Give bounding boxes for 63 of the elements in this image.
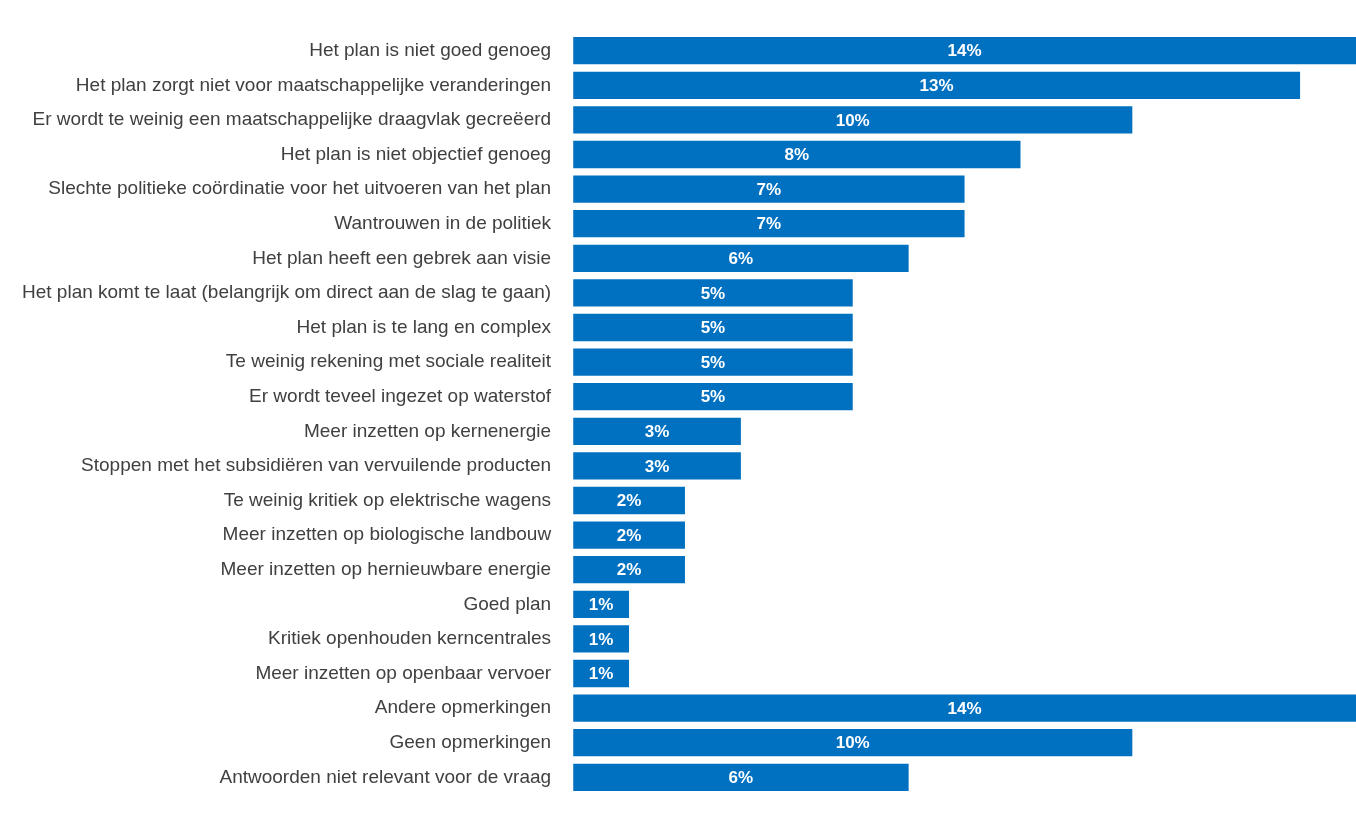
y-tick-label: Meer inzetten op kernenergie [303, 419, 552, 441]
y-tick-label: Er wordt te weinig een maatschappelijke draagvlak gecreëerd [32, 108, 552, 130]
y-tick-label: Te weinig rekening met sociale realiteit [225, 350, 552, 372]
data-label: 14% [947, 698, 982, 718]
bar [573, 106, 1133, 134]
data-label: 8% [784, 145, 810, 165]
bar [573, 210, 965, 238]
data-label: 7% [756, 179, 782, 199]
y-tick-label: Te weinig kritiek op elektrische wagens [223, 488, 552, 510]
data-label: 1% [588, 629, 614, 649]
bar [573, 729, 1133, 757]
data-label: 5% [700, 352, 726, 372]
data-label: 14% [947, 41, 982, 61]
data-label: 2% [616, 491, 642, 511]
data-label: 2% [616, 525, 642, 545]
bar [573, 763, 909, 791]
bar [573, 313, 853, 342]
bar [573, 37, 1356, 65]
y-tick-label: Stoppen met het subsidiëren van vervuilende producten [81, 454, 552, 476]
data-label: 5% [700, 387, 726, 407]
y-tick-label: Goed plan [463, 592, 552, 614]
y-tick-label: Meer inzetten op hernieuwbare energie [220, 557, 552, 579]
data-label: 5% [700, 318, 726, 338]
bar [573, 521, 685, 549]
bar [573, 417, 741, 445]
bar [573, 175, 965, 203]
data-label: 3% [644, 456, 670, 476]
bar [573, 383, 853, 411]
data-label: 10% [835, 733, 870, 753]
data-label: 2% [616, 560, 642, 580]
bar [573, 452, 741, 480]
data-label: 13% [919, 75, 954, 95]
data-label: 1% [588, 664, 614, 684]
y-tick-label: Het plan zorgt niet voor maatschappelijke veranderingen [75, 73, 552, 95]
y-tick-label: Er wordt teveel ingezet op waterstof [249, 384, 552, 406]
bar [573, 694, 1356, 722]
y-tick-label: Het plan komt te laat (belangrijk om direct aan de slag te gaan) [22, 281, 552, 303]
data-label: 6% [728, 767, 754, 787]
data-label: 7% [756, 214, 782, 234]
bar [573, 71, 1301, 99]
y-tick-label: Andere opmerkingen [374, 696, 552, 718]
bar [573, 348, 853, 376]
y-tick-label: Het plan is niet objectief genoeg [280, 142, 552, 164]
data-label: 3% [644, 421, 670, 441]
bar [573, 140, 1021, 169]
y-tick-label: Het plan heeft een gebrek aan visie [252, 246, 552, 268]
y-tick-label: Kritiek openhouden kerncentrales [268, 627, 552, 649]
data-label: 10% [835, 110, 870, 130]
data-label: 1% [588, 594, 614, 614]
data-label: 6% [728, 248, 754, 268]
y-tick-label: Het plan is te lang en complex [296, 315, 552, 337]
bar [573, 556, 685, 584]
y-tick-label: Antwoorden niet relevant voor de vraag [219, 765, 552, 787]
y-tick-label: Het plan is niet goed genoeg [309, 38, 552, 60]
y-tick-label: Slechte politieke coördinatie voor het uitvoeren van het plan [48, 177, 552, 199]
data-label: 5% [700, 283, 726, 303]
y-tick-label: Meer inzetten op biologische landbouw [222, 523, 552, 545]
bar [573, 486, 685, 515]
y-tick-label: Wantrouwen in de politiek [334, 211, 552, 233]
bar [573, 244, 909, 272]
bar [573, 279, 853, 307]
y-tick-label: Meer inzetten op openbaar vervoer [255, 661, 552, 683]
y-tick-label: Geen opmerkingen [389, 730, 552, 752]
